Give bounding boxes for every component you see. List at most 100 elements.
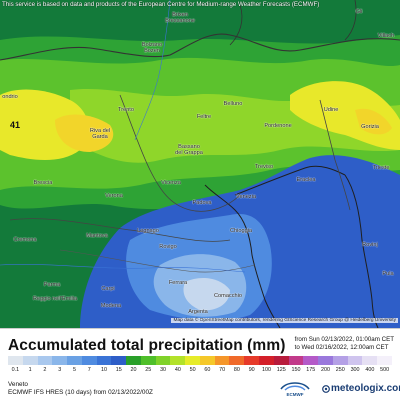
scale-tick-label: 20 (130, 367, 137, 373)
city-venezia: Venezia (236, 194, 256, 200)
scale-tick-label: 7 (87, 367, 91, 373)
date-range: from Sun 02/13/2022, 01:00am CET to Wed … (295, 336, 394, 352)
city-legnago: Legnago (137, 228, 159, 234)
scale-tick-label: 400 (365, 367, 375, 373)
map-marker-number: 41 (10, 120, 21, 130)
city-padova: Padova (192, 200, 212, 206)
meteologix-brand[interactable]: meteologix.com (331, 383, 400, 394)
scale-tick-label: 100 (261, 367, 271, 373)
precipitation-map[interactable]: This service is based on data and produc… (0, 0, 400, 328)
scale-tick-label: 250 (335, 367, 345, 373)
map-attribution: Map data © OpenStreetMap contributors, r… (171, 318, 398, 323)
color-swatch (52, 356, 68, 365)
color-swatch (377, 356, 392, 365)
color-swatch (199, 356, 215, 365)
color-swatch (185, 356, 200, 365)
ecmwf-logo-icon (280, 382, 310, 391)
scale-tick-label: 3 (58, 367, 62, 373)
city-argenta: Argenta (188, 309, 208, 315)
city-sondrio: ondrio (2, 94, 18, 100)
city-eraclea: Eraclea (296, 177, 316, 183)
city-belluno: Belluno (223, 101, 243, 107)
city-gorizia: Gorizia (361, 124, 379, 130)
scale-tick-label: 2 (43, 367, 47, 373)
model-info: ECMWF IFS HRES (10 days) from 02/13/2022… (8, 389, 153, 396)
scale-tick-label: 15 (115, 367, 122, 373)
color-swatch (126, 356, 141, 365)
scale-tick-label: 175 (306, 367, 316, 373)
scale-tick-label: 30 (160, 367, 167, 373)
scale-tick-label: 150 (291, 367, 301, 373)
date-from: from Sun 02/13/2022, 01:00am CET (294, 336, 394, 343)
city-mantova: Mantova (86, 233, 108, 239)
color-swatch (244, 356, 260, 365)
scale-tick-label: 125 (276, 367, 286, 373)
scale-tick-label: 25 (145, 367, 152, 373)
color-swatch (273, 356, 289, 365)
scale-tick-label: 90 (248, 367, 255, 373)
date-to: to Wed 02/16/2022, 12:00am CET (294, 344, 389, 351)
city-bolzano: Bolzano Bozen (141, 42, 163, 54)
legend-title: Accumulated total precipitation (mm) (8, 337, 286, 354)
scale-tick-label: 1 (28, 367, 32, 373)
color-swatch (155, 356, 171, 365)
color-swatch (170, 356, 186, 365)
color-swatch (22, 356, 38, 365)
meteologix-logo-icon (322, 385, 330, 393)
city-brixen: Brixen Bressanone (165, 12, 195, 24)
city-trieste: Trieste (372, 165, 390, 171)
scale-tick-label: 0.1 (11, 367, 20, 373)
scale-tick-label: 70 (219, 367, 226, 373)
color-swatch (303, 356, 319, 365)
color-swatch (8, 356, 23, 365)
city-brescia: Brescia (33, 180, 53, 186)
city-bassano-del-grappa: Bassano del Grappa (175, 144, 203, 156)
color-swatch (259, 356, 274, 365)
city-rovigo: Rovigo (159, 244, 177, 250)
city-modena: Modena (100, 303, 122, 309)
city-comacchio: Comacchio (214, 293, 242, 299)
city-villach: Villach (377, 33, 395, 39)
color-swatch (214, 356, 230, 365)
city-udine: Udine (323, 107, 339, 113)
color-swatch (318, 356, 333, 365)
color-swatch (140, 356, 156, 365)
city-treviso: Treviso (254, 164, 274, 170)
city-riva-del-garda: Riva del Garda (89, 128, 111, 140)
color-swatch (111, 356, 127, 365)
city-chioggia: Chioggia (229, 228, 253, 234)
scale-tick-label: 5 (72, 367, 76, 373)
color-swatch (332, 356, 348, 365)
region-name: Veneto (8, 381, 28, 388)
city-feltre: Feltre (196, 114, 212, 120)
color-swatch (67, 356, 82, 365)
color-scale-ticks: 0.1 1 2 3 5 7 10 15 20 25 30 40 50 60 70 80 90 100 125 150 1… (8, 367, 392, 375)
color-swatch (362, 356, 378, 365)
color-swatch (347, 356, 363, 365)
city-pula: Pula (382, 271, 394, 277)
precipitation-map-graphic (0, 0, 400, 328)
city-cremona: Cremona (13, 237, 37, 243)
scale-tick-label: 10 (101, 367, 107, 373)
city-parma: Parma (43, 282, 61, 288)
city-verona: Verona (105, 193, 123, 199)
color-swatch (96, 356, 112, 365)
city-ferrara: Ferrara (168, 280, 188, 286)
city-gli: Gli (355, 9, 363, 15)
scale-tick-label: 50 (189, 367, 196, 373)
city-rovinj: Rovinj (362, 242, 378, 248)
color-swatch (37, 356, 53, 365)
scale-tick-label: 200 (321, 367, 331, 373)
ecmwf-logo-text: ECMWF (286, 392, 304, 397)
ecmwf-notice: This service is based on data and produc… (2, 1, 320, 8)
city-pordenone: Pordenone (264, 123, 292, 129)
city-reggio-nell-emilia: Reggio nell'Emilia (32, 296, 78, 302)
scale-tick-label: 40 (174, 367, 181, 373)
color-swatch (81, 356, 97, 365)
color-swatch (288, 356, 304, 365)
scale-tick-label: 60 (204, 367, 211, 373)
scale-tick-label: 300 (350, 367, 360, 373)
color-swatch (229, 356, 245, 365)
city-carpi: Carpi (101, 286, 115, 292)
